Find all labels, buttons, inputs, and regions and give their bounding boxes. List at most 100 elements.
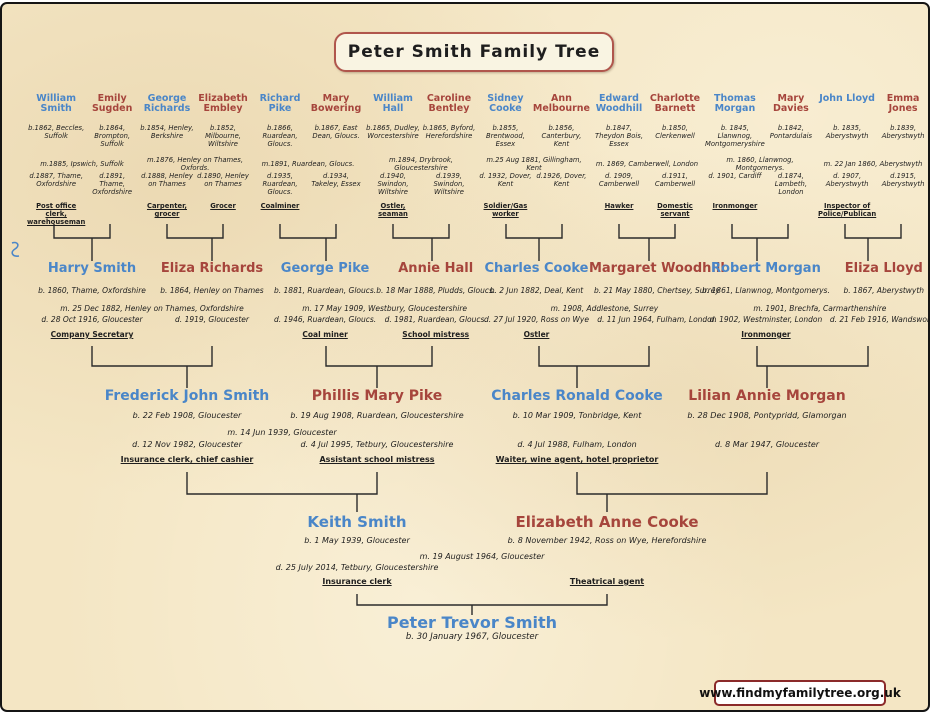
couple-pike-bowering: Richard Pike Mary Bowering b.1866, Ruard… — [252, 93, 364, 210]
birth-info: b. 21 May 1880, Chertsey, Surrey — [594, 286, 720, 295]
occupation-info: Assistant school mistress — [319, 455, 435, 464]
death-info: d.1890, Henley on Thames — [197, 172, 249, 189]
couple-smith-sugden: William Smith Emily Sugden b.1862, Beccl… — [26, 93, 138, 226]
couple-charles-ronald-cooke-lilian-morgan: Charles Ronald Cooke Lilian Annie Morgan… — [482, 388, 862, 465]
birth-info: b. 1835, Aberystwyth — [825, 124, 869, 141]
death-info: d.1926, Dover, Kent — [536, 172, 587, 189]
occupation-info — [86, 202, 138, 226]
person-name: George Richards — [143, 93, 191, 115]
birth-info: b. 28 Dec 1908, Pontypridd, Glamorgan — [687, 411, 847, 420]
marriage-info: m. 1860, Llanwnog, Montgomerys. — [726, 155, 794, 172]
person-name: Eliza Richards — [160, 261, 264, 276]
birth-info: b. 2 Jun 1882, Deal, Kent — [489, 286, 584, 295]
couple-cooke-melbourne: Sidney Cooke Ann Melbourne b.1855, Brent… — [478, 93, 590, 218]
birth-info: b. 1845, Llanwnog, Montgomeryshire — [705, 124, 765, 149]
occupation-info: Inspector of Police/Publican — [818, 202, 877, 219]
person-name: Mary Davies — [772, 93, 809, 115]
birth-info: b.1850, Clerkenwell — [655, 124, 695, 141]
death-info: d.1887, Thame, Oxfordshire — [29, 172, 84, 189]
website-url: www.findmyfamilytree.org.uk — [699, 686, 901, 700]
person-name: Lilian Annie Morgan — [688, 388, 846, 404]
death-info: d. 11 Jun 1964, Fulham, London — [597, 315, 717, 324]
death-info: d. 12 Nov 1982, Gloucester — [132, 440, 242, 449]
birth-info: b. 30 January 1967, Gloucester — [405, 631, 539, 642]
death-info: d. 1909, Camberwell — [598, 172, 640, 189]
birth-info: b.1854, Henley, Berkshire — [140, 124, 194, 141]
birth-info: b. 19 Aug 1908, Ruardean, Gloucestershir… — [290, 411, 464, 420]
person-name: George Pike — [280, 261, 370, 276]
person-name: Robert Morgan — [711, 261, 821, 276]
couple-richards-embley: George Richards Elizabeth Embley b.1854,… — [139, 93, 251, 218]
birth-info: b. 1864, Henley on Thames — [160, 286, 264, 295]
occupation-info: Coal miner — [302, 330, 348, 339]
birth-info: b. 1860, Thame, Oxfordshire — [38, 286, 146, 295]
birth-info: b.1867, East Dean, Gloucs. — [312, 124, 360, 141]
occupation-info: Ironmonger — [712, 202, 758, 210]
death-info: d. 4 Jul 1988, Fulham, London — [517, 440, 637, 449]
couple-lloyd-jones: John Lloyd Emma Jones b. 1835, Aberystwy… — [817, 93, 928, 219]
person-name: Thomas Morgan — [714, 93, 756, 115]
death-info: d. 8 Mar 1947, Gloucester — [714, 440, 820, 449]
marriage-info: m.1876, Henley on Thames, Oxfords. — [146, 155, 243, 172]
birth-info: b. 22 Feb 1908, Gloucester — [132, 411, 242, 420]
person-name: William Smith — [36, 93, 77, 115]
person-name: Keith Smith — [307, 513, 407, 531]
marriage-info: m.25 Aug 1881, Gillingham, Kent — [486, 155, 582, 172]
person-name: Annie Hall — [398, 261, 474, 276]
person-name: Emma Jones — [886, 93, 920, 115]
website-link-box[interactable]: www.findmyfamilytree.org.uk — [699, 680, 901, 706]
couple-frederick-smith-phillis-pike: Frederick John Smith Phillis Mary Pike b… — [92, 388, 472, 465]
couple-harry-smith-eliza-richards: Harry Smith Eliza Richards b. 1860, Tham… — [32, 261, 272, 339]
couple-keith-smith-elizabeth-cooke: Keith Smith Elizabeth Anne Cooke b. 1 Ma… — [232, 514, 732, 587]
person-name: Peter Trevor Smith — [386, 613, 558, 632]
birth-info: b. 18 Mar 1888, Pludds, Gloucs. — [376, 286, 496, 295]
occupation-info: Coalminer — [260, 202, 300, 210]
birth-info: b.1862, Beccles, Suffolk — [28, 124, 85, 141]
couple-charles-cooke-margaret-woodhill: Charles Cooke Margaret Woodhill b. 2 Jun… — [484, 261, 725, 339]
person-name: Ann Melbourne — [532, 93, 590, 115]
death-info: d.1939, Swindon, Wiltshire — [433, 172, 465, 197]
marriage-info: m. 14 Jun 1939, Gloucester — [227, 428, 337, 438]
death-info: d. 25 July 2014, Tetbury, Gloucestershir… — [275, 563, 439, 572]
occupation-info — [421, 202, 477, 218]
marriage-info: m.1894, Drybrook, Gloucestershire — [389, 155, 453, 172]
death-info: d.1940, Swindon, Wiltshire — [377, 172, 409, 197]
birth-info: b.1865, Byford, Herefordshire — [422, 124, 476, 141]
person-name: John Lloyd — [819, 93, 875, 104]
death-info: d.1888, Henley on Thames — [141, 172, 193, 189]
occupation-info — [308, 202, 364, 210]
birth-info: b.1865, Dudley, Worcestershire — [366, 124, 420, 141]
margin-doodle-icon — [11, 241, 20, 257]
birth-info: b.1855, Brentwood, Essex — [485, 124, 525, 149]
birth-info: b.1839, Aberystwyth — [881, 124, 925, 141]
title-box: Peter Smith Family Tree — [334, 32, 614, 72]
death-info: d. 27 Jul 1920, Ross on Wye — [484, 315, 589, 324]
death-info: d.1915, Aberystwyth — [881, 172, 925, 189]
death-info: d. 1901, Cardiff — [708, 172, 762, 180]
marriage-info: m. 25 Dec 1882, Henley on Thames, Oxford… — [60, 303, 244, 313]
death-info: d. 1932, Dover, Kent — [479, 172, 532, 189]
person-name: Harry Smith — [47, 261, 137, 276]
marriage-info: m. 22 Jan 1860, Aberystwyth — [823, 159, 923, 168]
person-name: Margaret Woodhill — [588, 261, 725, 276]
occupation-info — [830, 330, 928, 339]
person-name: Mary Bowering — [310, 93, 362, 115]
occupation-info — [672, 455, 862, 465]
birth-info: b.1847, Theydon Bois, Essex — [594, 124, 644, 149]
birth-info: b. 8 November 1942, Ross on Wye, Herefor… — [507, 536, 707, 545]
person-name: Charles Ronald Cooke — [491, 388, 663, 404]
birth-info: b. 1861, Llanwnog, Montgomerys. — [702, 286, 830, 295]
death-info: d.1874, Lambeth, London — [774, 172, 807, 197]
occupation-info: Grocer — [210, 202, 236, 210]
marriage-info: m.1891, Ruardean, Gloucs. — [261, 159, 355, 168]
death-info: d. 1946, Ruardean, Gloucs. — [274, 315, 377, 324]
occupation-info — [533, 202, 590, 218]
occupation-info: School mistress — [402, 330, 470, 339]
couple-robert-morgan-eliza-lloyd: Robert Morgan Eliza Lloyd b. 1861, Llanw… — [702, 261, 928, 339]
birth-info: b. 1881, Ruardean, Gloucs. — [274, 286, 377, 295]
birth-info: b.1856, Canterbury, Kent — [541, 124, 582, 149]
birth-info: b.1864, Brompton, Suffolk — [94, 124, 131, 149]
death-info: d.1891, Thame, Oxfordshire — [92, 172, 133, 197]
person-name: Edward Woodhill — [595, 93, 643, 115]
